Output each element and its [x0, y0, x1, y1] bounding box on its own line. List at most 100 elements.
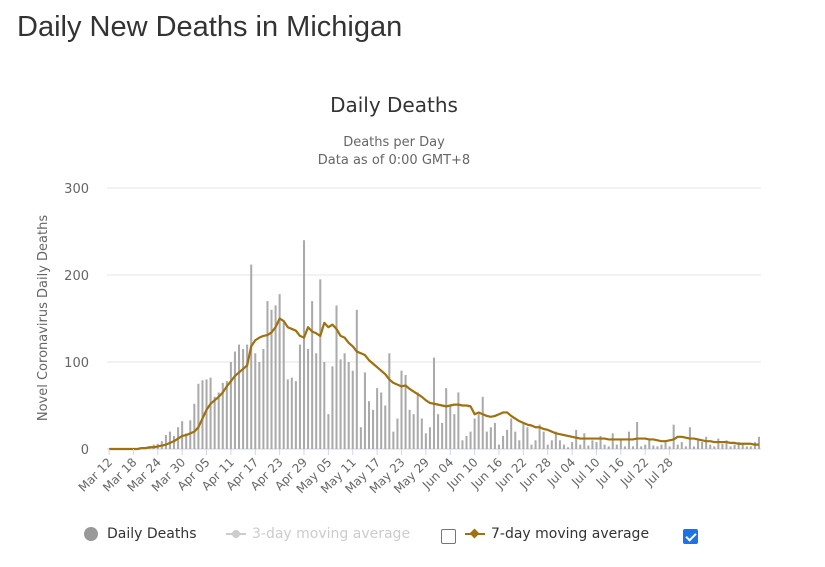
moving-average-line [109, 317, 759, 451]
bar [197, 383, 200, 449]
bar [615, 444, 618, 449]
bar [351, 370, 354, 449]
bar [372, 409, 375, 449]
bar [725, 440, 728, 449]
legend-marker-3-day-average [226, 527, 246, 541]
bar [579, 444, 582, 449]
bar [676, 444, 679, 449]
bar [465, 435, 468, 449]
bar [242, 348, 245, 449]
bar [201, 380, 204, 449]
bar [668, 446, 671, 449]
bar [558, 440, 561, 449]
bar [575, 429, 578, 449]
bar [327, 414, 330, 449]
bar [741, 443, 744, 449]
legend-label-3-day-average: 3-day moving average [252, 526, 411, 542]
bar [514, 431, 517, 449]
y-tick-label: 100 [64, 356, 89, 371]
bar [311, 301, 314, 449]
bar [400, 370, 403, 449]
bar [412, 414, 415, 449]
chart-subtitle-line-1: Deaths per Day [343, 135, 445, 150]
bar [274, 305, 277, 449]
bar [502, 435, 505, 449]
bar [339, 359, 342, 449]
bar [705, 436, 708, 449]
bar [611, 433, 614, 449]
bar [692, 446, 695, 449]
bar [591, 440, 594, 449]
bar [217, 392, 220, 449]
bar [193, 403, 196, 449]
bar [258, 362, 261, 449]
bar [363, 372, 366, 449]
bar [530, 444, 533, 449]
bar [749, 446, 752, 449]
bar [510, 418, 513, 449]
bar [233, 351, 236, 449]
bar [632, 446, 635, 449]
legend-item-3-day-average[interactable]: 3-day moving average [226, 526, 410, 542]
bar [522, 422, 525, 449]
bar [335, 305, 338, 449]
bar [485, 431, 488, 449]
bar [445, 388, 448, 449]
legend-marker-daily-deaths [84, 527, 98, 541]
bar [550, 440, 553, 449]
bar [493, 422, 496, 449]
legend-marker-7-day-average [465, 527, 485, 541]
chart-title: Daily Deaths [330, 93, 458, 117]
bar [680, 442, 683, 449]
bar [278, 294, 281, 449]
7-day-average-checkbox[interactable] [683, 529, 698, 544]
bar [497, 444, 501, 449]
bar [392, 431, 395, 449]
bar [164, 435, 167, 449]
bar [737, 442, 740, 449]
bar [449, 405, 452, 449]
y-axis-label: Novel Coronavirus Daily Deaths [36, 215, 51, 421]
bar [270, 309, 273, 449]
bar [408, 409, 411, 449]
bar [229, 362, 232, 449]
bar [266, 301, 269, 449]
3-day-average-checkbox[interactable] [441, 529, 456, 544]
bar [526, 427, 529, 449]
bar-series [140, 240, 760, 449]
bar [567, 447, 570, 449]
bar [303, 240, 306, 449]
bar [416, 392, 419, 449]
bar [587, 445, 590, 449]
bar [420, 418, 423, 449]
bar [619, 438, 622, 449]
bar [697, 440, 700, 449]
bar [428, 427, 431, 449]
bar [660, 444, 663, 449]
bar [713, 446, 716, 449]
legend-label-7-day-average: 7-day moving average [491, 526, 650, 542]
bar [254, 353, 257, 449]
bar [757, 436, 760, 449]
bar [376, 388, 379, 449]
bar [367, 401, 371, 449]
bar [331, 366, 334, 449]
bar [599, 435, 602, 449]
bar [457, 392, 460, 449]
bar [355, 309, 358, 449]
y-axis-ticks: 0 100 200 300 [64, 182, 89, 458]
bar [664, 442, 667, 449]
bar [595, 442, 598, 449]
legend-item-7-day-average[interactable]: 7-day moving average [465, 526, 649, 542]
bar [709, 444, 712, 449]
bar [506, 429, 509, 449]
bar [262, 348, 265, 449]
legend-item-daily-deaths[interactable]: Daily Deaths [84, 526, 197, 542]
bar [282, 322, 285, 449]
bar [729, 446, 732, 449]
bar [648, 438, 651, 449]
bar [359, 427, 362, 449]
bar [396, 418, 399, 449]
page-title: Daily New Deaths in Michigan [17, 11, 403, 43]
